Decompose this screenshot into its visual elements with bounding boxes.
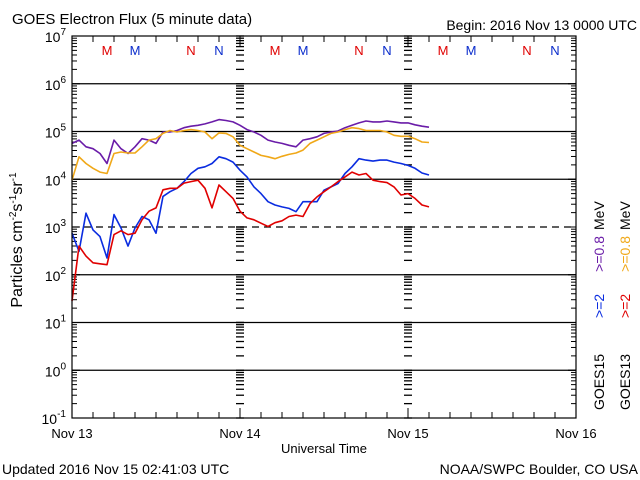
series-line-goes13-2-mev [71,171,430,302]
y-tick-label: 103 [45,218,67,236]
y-tick-exponent: 2 [60,266,66,277]
marker-m-goes13: M [102,43,113,58]
y-tick-label: 10-1 [42,409,67,427]
y-tick-exponent: 0 [60,361,66,372]
legend-goes15-satellite: GOES15 [591,354,607,410]
marker-n-goes15: N [550,43,559,58]
legend-goes13: GOES13 >=2 >=0.8 MeV [617,201,633,410]
marker-n-goes15: N [382,43,391,58]
y-tick-base: 10 [45,172,61,188]
legend-goes13-high: >=0.8 [617,236,633,272]
x-axis-label: Universal Time [281,441,367,456]
x-tick-label: Nov 14 [219,426,260,441]
y-tick-base: 10 [45,77,61,93]
y-tick-label: 100 [45,361,67,379]
marker-m-goes13: M [270,43,281,58]
y-tick-label: 107 [45,27,67,45]
series-group [71,118,430,302]
y-tick-base: 10 [45,29,61,45]
y-tick-base: 10 [45,363,61,379]
y-axis-label-part: s [9,204,26,212]
legend-goes13-unit: MeV [617,201,633,230]
legend-goes15: GOES15 >=2 >=0.8 MeV [591,201,607,410]
x-tick-label: Nov 16 [555,426,596,441]
y-tick-label: 106 [45,75,67,93]
plot-frame [71,35,577,419]
axis-ticks [71,35,577,419]
y-axis-label-part: Particles cm [9,220,26,307]
legend-goes13-satellite: GOES13 [617,354,633,410]
y-axis-label-exp: -2 [8,211,19,220]
y-tick-exponent: 4 [60,170,66,181]
y-tick-base: 10 [45,220,61,236]
y-tick-base: 10 [45,316,61,332]
chart-title: GOES Electron Flux (5 minute data) [12,11,252,28]
legend-goes13-low: >=2 [617,294,633,318]
legend-goes15-low: >=2 [591,294,607,318]
legend-goes15-unit: MeV [591,201,607,230]
marker-n-goes13: N [186,43,195,58]
legend: GOES15 >=2 >=0.8 MeV GOES13 >=2 >=0.8 MeV [591,201,633,410]
y-tick-exponent: 3 [60,218,66,229]
marker-n-goes15: N [214,43,223,58]
marker-n-goes13: N [522,43,531,58]
y-tick-exponent: 5 [60,123,66,134]
y-tick-label: 101 [45,314,67,332]
begin-time: Begin: 2016 Nov 13 0000 UTC [446,17,637,33]
y-tick-exponent: -1 [57,409,66,420]
x-tick-label: Nov 15 [387,426,428,441]
y-axis-label-exp: -1 [8,194,19,203]
y-axis-label-exp: -1 [8,172,19,181]
x-tick-labels: Nov 13 Nov 14 Nov 15 Nov 16 [51,426,596,441]
updated-time: Updated 2016 Nov 15 02:41:03 UTC [2,461,229,477]
y-axis-label: Particles cm-2s-1sr-1 [8,172,26,308]
credit: NOAA/SWPC Boulder, CO USA [440,461,639,477]
y-tick-label: 104 [45,170,67,188]
series-line-goes15-2-mev [71,156,430,259]
x-tick-label: Nov 13 [51,426,92,441]
y-tick-label: 105 [45,123,67,141]
legend-goes15-high: >=0.8 [591,236,607,272]
y-tick-label: 102 [45,266,67,284]
y-tick-exponent: 7 [60,27,66,38]
marker-m-goes15: M [466,43,477,58]
y-axis-label-part: sr [9,181,26,195]
y-tick-base: 10 [42,411,58,427]
marker-m-goes13: M [438,43,449,58]
y-tick-base: 10 [45,125,61,141]
y-tick-exponent: 1 [60,314,66,325]
marker-m-goes15: M [130,43,141,58]
series-line-goes13-0-8-mev [71,126,430,181]
y-tick-exponent: 6 [60,75,66,86]
series-line-goes15-0-8-mev [71,118,430,165]
y-tick-base: 10 [45,268,61,284]
marker-m-goes15: M [298,43,309,58]
marker-n-goes13: N [354,43,363,58]
grid [72,83,576,371]
